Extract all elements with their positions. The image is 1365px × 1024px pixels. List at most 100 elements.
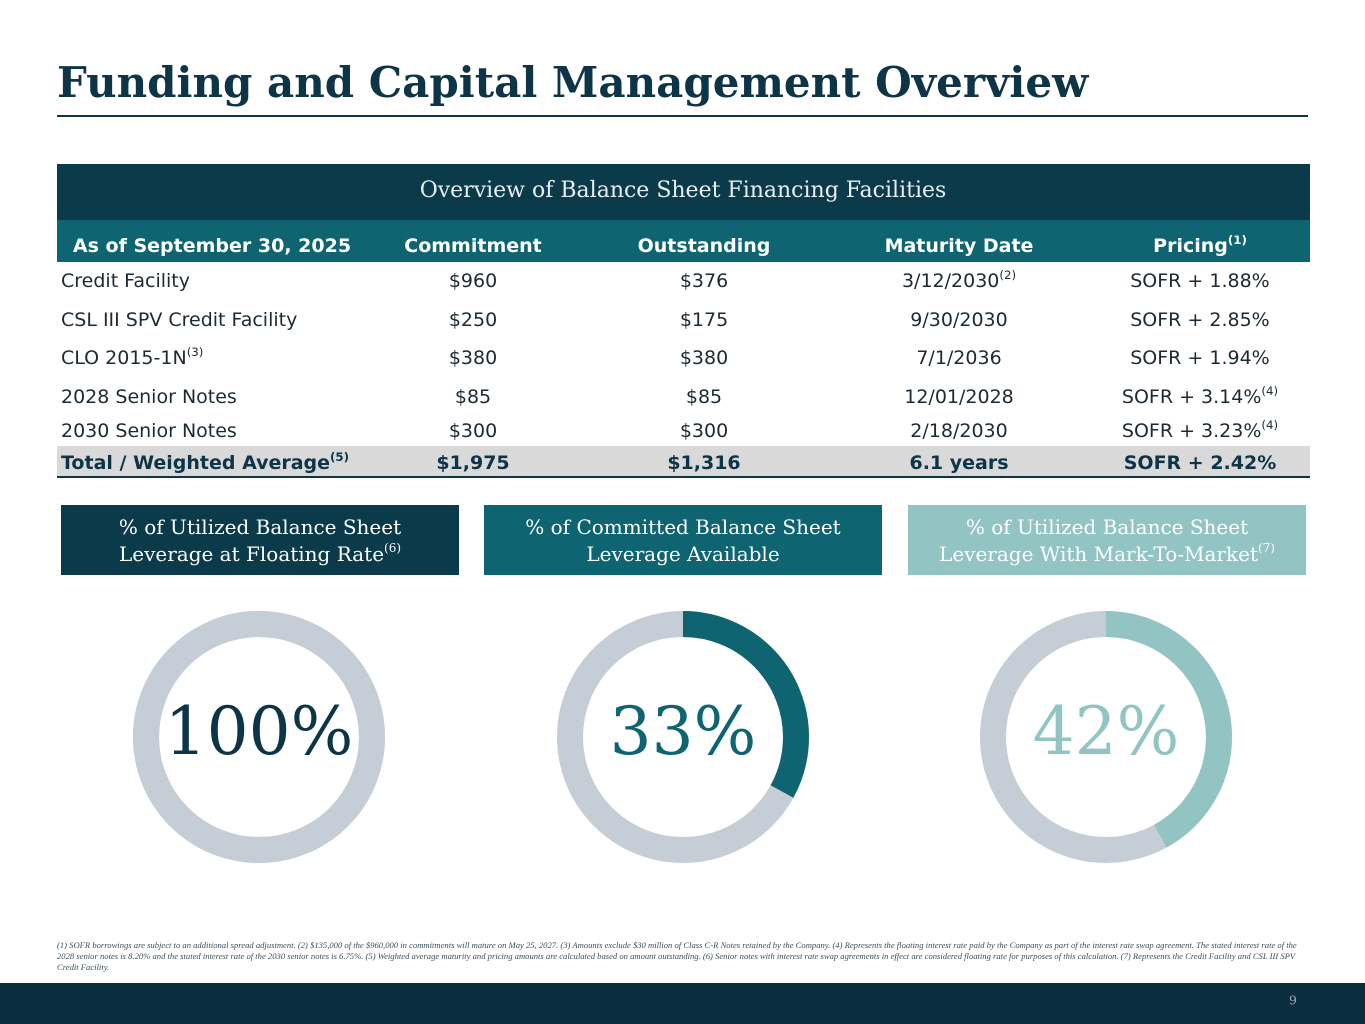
total-cell-text: 6.1 years (909, 452, 1008, 474)
footnote-ref: (4) (1261, 418, 1278, 432)
table-cell: Credit Facility (61, 270, 190, 292)
donut-title-text: Leverage Available (586, 542, 779, 566)
donut-title: Leverage at Floating Rate(6) (119, 541, 401, 566)
table-cell: 9/30/2030 (910, 309, 1007, 331)
table-cell: SOFR + 3.23%(4) (1122, 418, 1278, 442)
donut-title: Leverage With Mark-To-Market(7) (939, 541, 1275, 566)
table-cell-text: $380 (680, 347, 728, 369)
total-cell-text: SOFR + 2.42% (1124, 452, 1277, 474)
total-cell: SOFR + 2.42% (1124, 452, 1277, 474)
total-cell: 6.1 years (909, 452, 1008, 474)
table-cell: CSL III SPV Credit Facility (61, 309, 297, 331)
donut-title: % of Utilized Balance Sheet (119, 515, 401, 539)
column-header-band (57, 220, 1310, 262)
table-cell-text: Credit Facility (61, 270, 190, 292)
table-cell-text: SOFR + 3.14% (1122, 386, 1262, 408)
column-header: As of September 30, 2025 (73, 235, 351, 257)
column-header-text: Pricing (1153, 235, 1228, 257)
table-cell-text: $175 (680, 309, 728, 331)
table-cell: 7/1/2036 (916, 347, 1001, 369)
table-cell: SOFR + 2.85% (1130, 309, 1270, 331)
table-cell-text: 2030 Senior Notes (61, 420, 237, 442)
footnote-ref: (4) (1261, 384, 1278, 398)
column-header: Maturity Date (885, 235, 1034, 257)
table-cell: 3/12/2030(2) (902, 268, 1016, 292)
column-header-text: Outstanding (638, 235, 771, 257)
footnote-ref: (1) (1228, 233, 1247, 247)
footer-band (0, 983, 1365, 1024)
total-cell: $1,316 (667, 452, 740, 474)
total-cell-text: Total / Weighted Average (61, 452, 330, 474)
table-cell: $300 (449, 420, 497, 442)
footnote-ref: (6) (384, 541, 401, 555)
donut-title-text: Leverage With Mark-To-Market (939, 542, 1258, 566)
table-cell-text: 2/18/2030 (910, 420, 1007, 442)
table-cell: $85 (686, 386, 722, 408)
table-cell-text: $300 (680, 420, 728, 442)
table-cell-text: $960 (449, 270, 497, 292)
table-cell: SOFR + 3.14%(4) (1122, 384, 1278, 408)
total-band (57, 446, 1310, 477)
table-cell-text: CLO 2015-1N (61, 347, 187, 369)
column-header-text: Commitment (404, 235, 541, 257)
table-cell: SOFR + 1.88% (1130, 270, 1270, 292)
column-header: Pricing(1) (1153, 233, 1247, 257)
slide-title: Funding and Capital Management Overview (57, 58, 1089, 107)
table-cell-text: SOFR + 3.23% (1122, 420, 1262, 442)
donut-title-box (484, 505, 882, 575)
donut-title-box (908, 505, 1306, 575)
table-cell: $960 (449, 270, 497, 292)
donut-arc (980, 611, 1232, 863)
donut-title: % of Utilized Balance Sheet (966, 515, 1248, 539)
donut-arc (557, 611, 809, 863)
table-cell-text: CSL III SPV Credit Facility (61, 309, 297, 331)
table-cell: 2/18/2030 (910, 420, 1007, 442)
donut-title-text: % of Utilized Balance Sheet (119, 515, 401, 539)
table-cell-text: 7/1/2036 (916, 347, 1001, 369)
table-cell-text: 2028 Senior Notes (61, 386, 237, 408)
total-cell-text: $1,975 (436, 452, 509, 474)
table-cell: $175 (680, 309, 728, 331)
table-cell: $300 (680, 420, 728, 442)
footnote-ref: (2) (999, 268, 1016, 282)
table-cell-text: $85 (455, 386, 491, 408)
table-cell-text: $300 (449, 420, 497, 442)
table-cell: $380 (449, 347, 497, 369)
table-cell: 2030 Senior Notes (61, 420, 237, 442)
column-header: Outstanding (638, 235, 771, 257)
table-cell-text: 12/01/2028 (904, 386, 1014, 408)
table-cell-text: 9/30/2030 (910, 309, 1007, 331)
donut-arc (133, 611, 385, 863)
table-cell-text: $380 (449, 347, 497, 369)
table-cell-text: SOFR + 1.94% (1130, 347, 1270, 369)
table-cell-text: 3/12/2030 (902, 270, 999, 292)
footnote-ref: (3) (187, 345, 204, 359)
footnote: (1) SOFR borrowings are subject to an ad… (57, 940, 1297, 972)
donut-title-box (61, 505, 459, 575)
total-cell: Total / Weighted Average(5) (61, 450, 349, 474)
column-header-text: As of September 30, 2025 (73, 235, 351, 257)
table-cell-text: SOFR + 1.88% (1130, 270, 1270, 292)
donut-value: 42% (1033, 693, 1180, 770)
page-number: 9 (1289, 994, 1297, 1008)
table-cell: $85 (455, 386, 491, 408)
table-cell: $380 (680, 347, 728, 369)
table-cell: SOFR + 1.94% (1130, 347, 1270, 369)
table-cell: $250 (449, 309, 497, 331)
table-cell-text: SOFR + 2.85% (1130, 309, 1270, 331)
table-cell-text: $250 (449, 309, 497, 331)
table-heading-band (57, 164, 1310, 220)
donut-title: % of Committed Balance Sheet (525, 515, 840, 539)
total-cell-text: $1,316 (667, 452, 740, 474)
table-cell: $376 (680, 270, 728, 292)
donut-title-text: % of Utilized Balance Sheet (966, 515, 1248, 539)
column-header: Commitment (404, 235, 541, 257)
donut-title-text: Leverage at Floating Rate (119, 542, 384, 566)
donut-title-text: % of Committed Balance Sheet (525, 515, 840, 539)
table-cell: 12/01/2028 (904, 386, 1014, 408)
total-cell: $1,975 (436, 452, 509, 474)
table-heading: Overview of Balance Sheet Financing Faci… (420, 178, 947, 203)
donut-value: 33% (610, 693, 757, 770)
